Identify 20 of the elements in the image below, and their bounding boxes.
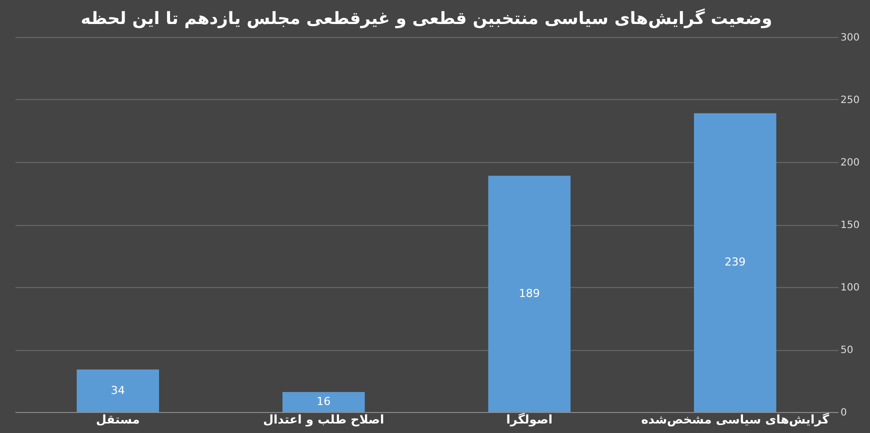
bar bbox=[282, 392, 365, 412]
y-tick-label: 300 bbox=[840, 32, 860, 44]
y-tick-label: 200 bbox=[840, 158, 860, 168]
data-label: 16 bbox=[316, 395, 331, 408]
y-tick-label: 150 bbox=[840, 220, 860, 231]
y-tick-label: 50 bbox=[840, 345, 854, 356]
bar bbox=[694, 113, 776, 412]
bar bbox=[76, 370, 160, 412]
data-label: 239 bbox=[724, 256, 746, 269]
x-tick-label: اصولگرا bbox=[506, 412, 553, 426]
y-tick-label: 250 bbox=[840, 95, 860, 106]
y-tick-label: 100 bbox=[840, 282, 860, 294]
x-tick-label: گرایش‌های سیاسی مشخص‌شده bbox=[641, 412, 830, 426]
data-label: 34 bbox=[110, 384, 125, 397]
chart-title: وضعیت گرایش‌های سیاسی منتخبین قطعی و غیرقطعی مجلس یازدهم تا این لحظه bbox=[80, 8, 772, 29]
data-label: 189 bbox=[518, 286, 540, 300]
x-tick-label: مستقل bbox=[96, 412, 140, 426]
y-tick-label: 0 bbox=[840, 408, 847, 418]
bar bbox=[488, 176, 571, 412]
x-tick-label: اصلاح طلب و اعتدال bbox=[263, 412, 384, 426]
